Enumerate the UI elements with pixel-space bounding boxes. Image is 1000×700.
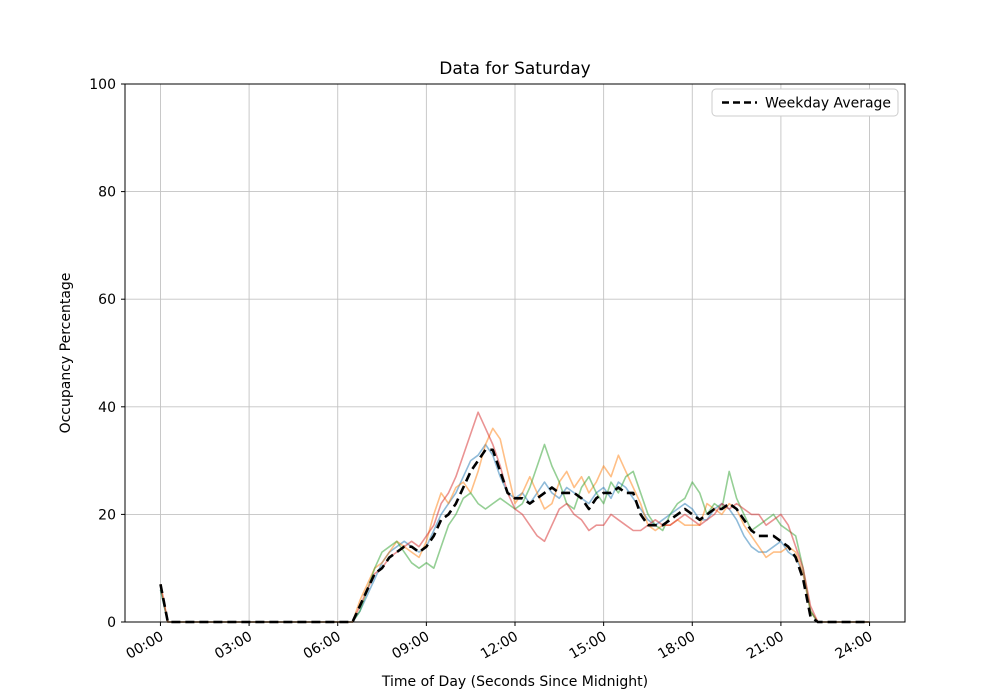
y-tick-label: 60 bbox=[98, 292, 116, 308]
legend-box bbox=[711, 88, 899, 117]
x-axis-label: Time of Day (Seconds Since Midnight) bbox=[381, 674, 648, 690]
y-axis-label: Occupancy Percentage bbox=[58, 273, 74, 434]
y-tick-label: 0 bbox=[107, 615, 116, 631]
legend: Weekday Average bbox=[711, 88, 899, 117]
average-line bbox=[159, 448, 870, 624]
y-tick-label: 100 bbox=[89, 77, 116, 93]
y-tick-label: 20 bbox=[98, 507, 116, 523]
y-tick-label: 40 bbox=[98, 400, 116, 416]
legend-label: Weekday Average bbox=[765, 96, 891, 112]
y-tick-label: 80 bbox=[98, 185, 116, 201]
chart-title: Data for Saturday bbox=[439, 59, 590, 79]
